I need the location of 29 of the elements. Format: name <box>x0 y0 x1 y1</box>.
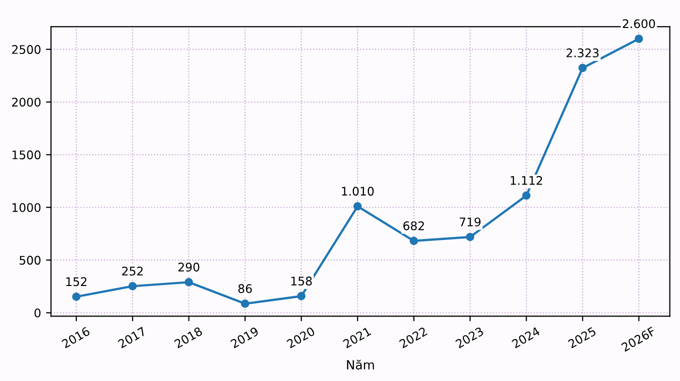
point <box>128 282 137 290</box>
data-label: 719 <box>460 217 481 226</box>
y-tick-label: 0 <box>34 308 40 318</box>
point <box>353 202 362 210</box>
data-label: 290 <box>178 262 200 272</box>
data-label: 152 <box>66 277 86 286</box>
data-label: 158 <box>291 276 312 286</box>
data-label: 2.600 <box>622 19 655 28</box>
data-label: 1.112 <box>510 176 542 185</box>
y-tick-label: 2000 <box>12 98 40 107</box>
x-axis-title: Năm <box>347 360 374 370</box>
y-tick-label: 1500 <box>12 150 40 160</box>
y-tick-label: 1000 <box>12 203 40 212</box>
point <box>410 236 418 246</box>
point <box>522 191 531 200</box>
point <box>297 292 306 300</box>
point <box>184 278 193 286</box>
data-label: 682 <box>403 221 424 230</box>
data-label: 86 <box>238 284 252 294</box>
data-label: 252 <box>122 266 143 276</box>
point <box>466 232 474 242</box>
point <box>634 34 644 43</box>
point <box>72 292 80 301</box>
point <box>240 300 250 308</box>
data-label: 1.010 <box>342 186 374 196</box>
y-tick-label: 2500 <box>12 45 40 54</box>
y-tick-label: 500 <box>20 256 40 265</box>
data-label: 2.323 <box>566 48 599 58</box>
point <box>578 64 587 72</box>
